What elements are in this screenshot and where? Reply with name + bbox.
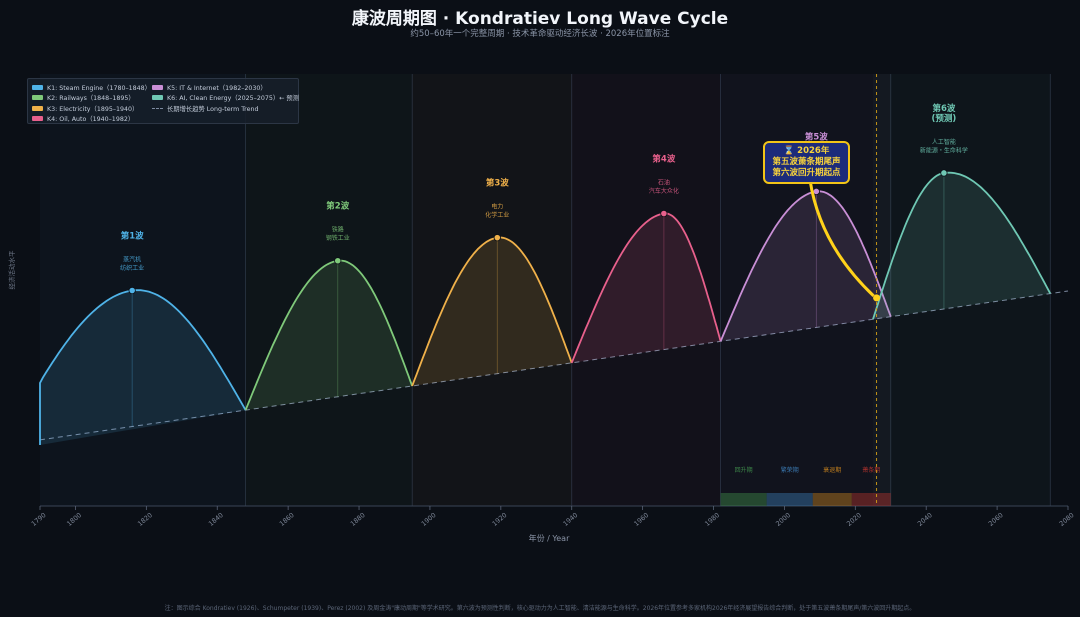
year-2026-point <box>873 294 881 302</box>
legend-swatch <box>32 84 43 90</box>
legend-swatch <box>152 84 163 90</box>
x-tick-label: 2060 <box>987 511 1005 528</box>
legend-item: K1: Steam Engine（1780–1848） <box>32 82 152 93</box>
legend-swatch <box>152 107 163 109</box>
wave-area-5 <box>720 191 891 342</box>
wave-desc: 新能源・生命科学 <box>920 146 968 154</box>
x-tick-label: 2000 <box>774 511 792 528</box>
phase-bar <box>766 493 813 506</box>
peak-point <box>334 257 342 265</box>
x-tick-label: 1790 <box>30 511 48 528</box>
wave-desc: 钢铁工业 <box>326 234 350 242</box>
x-tick-label: 1860 <box>278 511 296 528</box>
wave-label: 第2波 <box>326 201 349 212</box>
x-tick-label: 1920 <box>491 511 509 528</box>
x-tick-label: 1960 <box>632 511 650 528</box>
phase-bar <box>720 493 767 506</box>
wave-desc: 人工智能 <box>932 138 956 146</box>
x-tick-label: 1800 <box>65 511 83 528</box>
wave-desc: 石油 <box>658 179 670 187</box>
x-tick-label: 1900 <box>420 511 438 528</box>
wave-label: 第3波 <box>486 178 509 189</box>
x-tick-label: 1840 <box>207 511 225 528</box>
phase-label: 萧条期 <box>862 466 880 474</box>
x-tick-label: 1880 <box>349 511 367 528</box>
wave-label: 第1波 <box>121 231 144 242</box>
legend-item: K4: Oil, Auto（1940–1982） <box>32 114 152 125</box>
x-tick-label: 2040 <box>916 511 934 528</box>
legend-label: K3: Electricity（1895–1940） <box>47 105 139 113</box>
callout-line-3: 第六波回升期起点 <box>772 168 841 178</box>
year-2026-callout: ⌛ 2026年 第五波萧条期尾声 第六波回升期起点 <box>763 141 850 184</box>
legend-item: 长期增长趋势 Long-term Trend <box>152 103 302 114</box>
peak-point <box>128 286 136 295</box>
peak-point <box>660 209 668 218</box>
x-tick-label: 2080 <box>1058 511 1076 528</box>
footnote: 注：图示综合 Kondratiev (1926)、Schumpeter (193… <box>164 605 916 612</box>
y-axis-label: 经济活动水平 <box>7 250 16 290</box>
x-tick-label: 1980 <box>703 511 721 528</box>
wave-label: 第5波 <box>805 131 828 142</box>
x-tick-label: 1940 <box>562 511 580 528</box>
legend-item: K5: IT & Internet（1982–2030） <box>152 82 302 93</box>
wave-desc: 蒸汽机 <box>123 256 141 264</box>
wave-desc: 化学工业 <box>485 211 509 219</box>
peak-point <box>493 234 501 242</box>
x-axis-label: 年份 / Year <box>529 533 570 543</box>
phase-label: 繁荣期 <box>781 466 799 474</box>
wave-desc: 纺织工业 <box>120 264 144 272</box>
phase-bar <box>812 493 852 506</box>
legend-swatch <box>152 95 163 101</box>
wave-desc: 铁路 <box>332 226 344 234</box>
wave-area-6 <box>873 172 1051 320</box>
wave-area-2 <box>245 260 413 411</box>
phase-label: 回升期 <box>735 466 753 474</box>
callout-arrow <box>808 179 875 297</box>
chart-title: 康波周期图 · Kondratiev Long Wave Cycle <box>351 9 729 29</box>
legend-label: K5: IT & Internet（1982–2030） <box>167 84 267 92</box>
wave-desc: 电力 <box>491 203 503 211</box>
wave-area-3 <box>412 237 572 386</box>
legend-swatch <box>32 105 43 111</box>
x-tick-label: 2020 <box>845 511 863 528</box>
legend-item: K3: Electricity（1895–1940） <box>32 103 152 114</box>
wave-label: 第4波 <box>652 154 675 165</box>
wave-desc: 汽车大众化 <box>649 187 679 195</box>
legend-label: K1: Steam Engine（1780–1848） <box>47 84 151 92</box>
callout-line-2: 第五波萧条期尾声 <box>772 157 841 167</box>
legend-item: K6: AI, Clean Energy（2025–2075）← 预测 <box>152 93 302 104</box>
phase-bar <box>851 493 891 506</box>
legend-label: K4: Oil, Auto（1940–1982） <box>47 116 135 124</box>
wave-sublabel: (预测) <box>932 113 957 124</box>
chart-subtitle: 约50–60年一个完整周期 · 技术革命驱动经济长波 · 2026年位置标注 <box>410 29 670 39</box>
legend-label: K6: AI, Clean Energy（2025–2075）← 预测 <box>167 95 300 103</box>
legend-swatch <box>32 95 43 101</box>
phase-label: 衰退期 <box>823 466 841 474</box>
chart-legend: K1: Steam Engine（1780–1848） K5: IT & Inte… <box>27 78 299 124</box>
legend-swatch <box>32 116 43 122</box>
x-tick-label: 1820 <box>136 511 154 528</box>
trend-line <box>39 290 1069 441</box>
callout-line-1: ⌛ 2026年 <box>783 146 830 156</box>
legend-item: K2: Railways（1848–1895） <box>32 93 152 104</box>
legend-label: K2: Railways（1848–1895） <box>47 95 135 103</box>
legend-label: 长期增长趋势 Long-term Trend <box>167 105 259 113</box>
wave-label: 第6波 <box>932 103 955 114</box>
wave-area-4 <box>571 213 721 363</box>
peak-point <box>940 169 948 177</box>
